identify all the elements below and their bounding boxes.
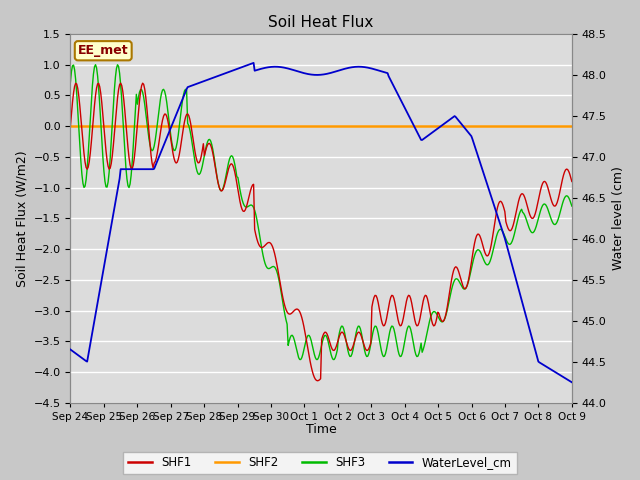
Y-axis label: Soil Heat Flux (W/m2): Soil Heat Flux (W/m2) xyxy=(15,150,28,287)
Y-axis label: Water level (cm): Water level (cm) xyxy=(612,167,625,270)
Text: EE_met: EE_met xyxy=(78,44,129,57)
Title: Soil Heat Flux: Soil Heat Flux xyxy=(268,15,374,30)
X-axis label: Time: Time xyxy=(306,423,337,436)
Legend: SHF1, SHF2, SHF3, WaterLevel_cm: SHF1, SHF2, SHF3, WaterLevel_cm xyxy=(124,452,516,474)
